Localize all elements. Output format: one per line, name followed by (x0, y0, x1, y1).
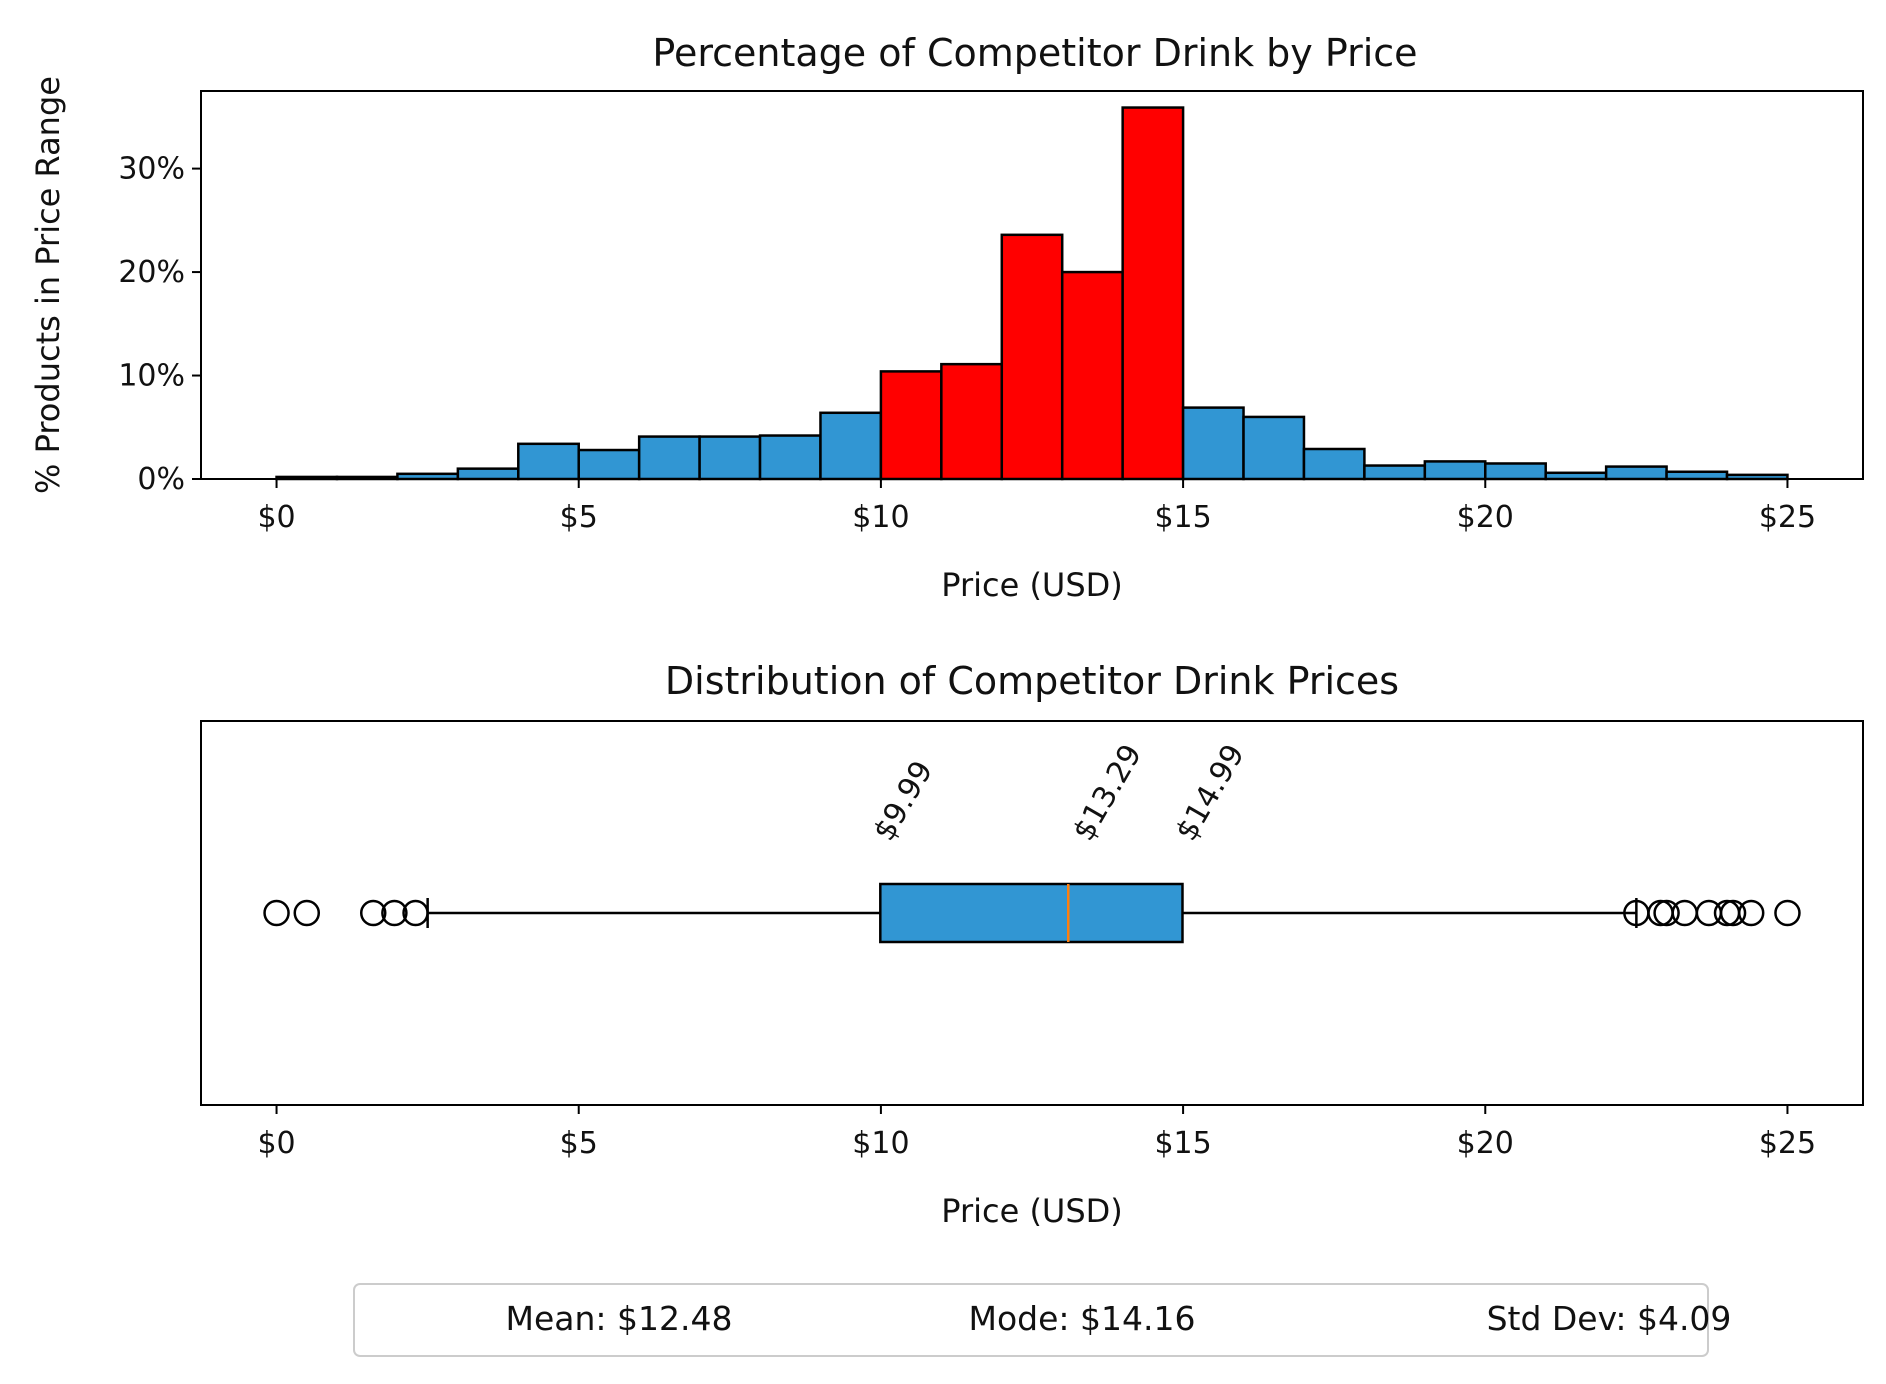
histogram-x-tick-label: $10 (852, 500, 909, 535)
histogram-bar (1000, 233, 1064, 481)
histogram-bar (1121, 106, 1185, 481)
boxplot-outlier (1647, 899, 1674, 927)
histogram-y-ticks: 0% 10% 20% 30% (118, 152, 201, 497)
stats-box-frame (353, 1283, 1709, 1357)
histogram-x-ticks: $0 $5 $10 $15 $20 $25 (257, 479, 1816, 535)
histogram-bar (758, 434, 822, 481)
boxplot-x-tick-label: $10 (852, 1126, 909, 1161)
histogram-x-axis-label: Price (USD) (941, 566, 1123, 604)
histogram-bar (879, 370, 943, 481)
boxplot-outlier (1719, 899, 1747, 927)
boxplot-outlier (1653, 899, 1680, 927)
boxplot-elements (263, 882, 1801, 944)
histogram-frame (200, 90, 1864, 480)
boxplot-x-tick-label: $20 (1457, 1126, 1514, 1161)
histogram-bar (1484, 462, 1547, 481)
histogram-bar (1665, 470, 1729, 481)
boxplot-frame (200, 720, 1864, 1106)
histogram-bar (1363, 464, 1427, 481)
histogram-bar (698, 435, 762, 481)
histogram-bar (1604, 465, 1668, 481)
boxplot-outlier (381, 899, 408, 927)
histogram-bar (940, 362, 1004, 481)
boxplot-annotation-label: $14.99 (1169, 739, 1252, 847)
boxplot-x-tick-label: $5 (560, 1126, 598, 1161)
stats-box: Mean: $12.48 Mode: $14.16 Std Dev: $4.09 (353, 1283, 1732, 1357)
histogram-bar (819, 411, 883, 481)
histogram-bar (1302, 447, 1366, 481)
boxplot-x-ticks: $0 $5 $10 $15 $20 $25 (257, 1105, 1816, 1161)
stat-std-dev: Std Dev: $4.09 (1487, 1299, 1732, 1338)
stat-mode: Mode: $14.16 (969, 1299, 1196, 1338)
histogram-x-tick-label: $0 (257, 500, 295, 535)
boxplot-outlier (263, 899, 290, 927)
boxplot-x-tick-label: $0 (257, 1126, 295, 1161)
boxplot-outlier (1737, 899, 1765, 927)
boxplot-outlier (402, 899, 429, 927)
boxplot-panel: Distribution of Competitor Drink Prices … (200, 659, 1864, 1230)
boxplot-annotation-label: $9.99 (867, 755, 940, 847)
boxplot-outlier (1671, 899, 1698, 927)
histogram-y-tick-label: 30% (118, 152, 185, 187)
boxplot-annotations: $9.99 $13.29 $14.99 (867, 739, 1252, 847)
histogram-bar (456, 467, 520, 481)
histogram-bar (1242, 415, 1306, 481)
histogram-bars (275, 106, 1789, 481)
histogram-bar (517, 442, 580, 481)
histogram-bar (577, 448, 641, 481)
histogram-bar (1181, 406, 1245, 481)
histogram-y-axis-label: % Products in Price Range (29, 76, 67, 494)
boxplot-annotation-label: $13.29 (1066, 739, 1149, 847)
histogram-title: Percentage of Competitor Drink by Price (652, 31, 1417, 75)
histogram-bar (637, 435, 701, 481)
boxplot-x-tick-label: $15 (1154, 1126, 1211, 1161)
boxplot-outlier (359, 899, 387, 927)
stat-mean: Mean: $12.48 (506, 1299, 733, 1338)
boxplot-title: Distribution of Competitor Drink Prices (665, 659, 1399, 703)
boxplot-x-tick-label: $25 (1759, 1126, 1816, 1161)
histogram-panel: Percentage of Competitor Drink by Price … (29, 31, 1864, 604)
histogram-x-tick-label: $5 (560, 500, 598, 535)
boxplot-x-axis-label: Price (USD) (941, 1192, 1123, 1230)
histogram-y-tick-label: 10% (118, 359, 185, 394)
histogram-x-tick-label: $25 (1759, 500, 1816, 535)
histogram-y-tick-label: 20% (118, 255, 185, 290)
histogram-y-tick-label: 0% (137, 462, 185, 497)
histogram-bar (1060, 270, 1124, 481)
histogram-bar (1423, 460, 1487, 481)
histogram-x-tick-label: $15 (1154, 500, 1211, 535)
boxplot-outlier (1713, 899, 1741, 927)
boxplot-outlier (1774, 899, 1801, 927)
boxplot-outlier (293, 899, 321, 927)
histogram-x-tick-label: $20 (1457, 500, 1514, 535)
boxplot-box (879, 882, 1184, 944)
